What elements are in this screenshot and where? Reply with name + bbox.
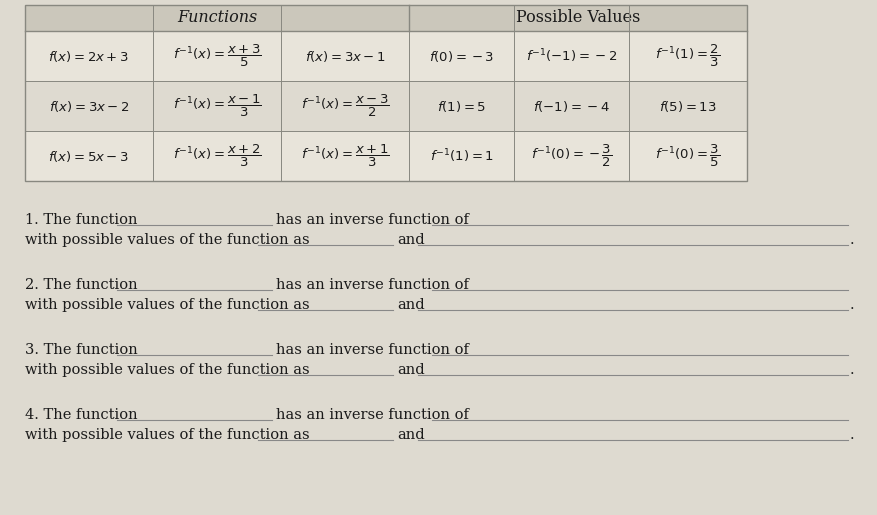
Text: $f^{-1}(-1)=-2$: $f^{-1}(-1)=-2$ [526,47,617,65]
Bar [25,131,747,181]
Text: with possible values of the function as: with possible values of the function as [25,363,310,377]
Text: with possible values of the function as: with possible values of the function as [25,298,310,312]
Text: .: . [850,428,854,442]
Text: $f^{-1}(0)=-\dfrac{3}{2}$: $f^{-1}(0)=-\dfrac{3}{2}$ [531,143,612,169]
Text: $f^{-1}(x)=\dfrac{x+3}{5}$: $f^{-1}(x)=\dfrac{x+3}{5}$ [173,43,261,69]
Text: $f(x)=5x-3$: $f(x)=5x-3$ [48,148,130,163]
Text: $f(1)=5$: $f(1)=5$ [437,98,486,113]
Text: Possible Values: Possible Values [516,9,640,26]
Text: and: and [397,298,424,312]
Text: 1. The function: 1. The function [25,213,138,227]
Bar [25,31,747,81]
Text: has an inverse function of: has an inverse function of [275,278,468,292]
Text: $f(x)=2x+3$: $f(x)=2x+3$ [48,48,130,63]
Text: 4. The function: 4. The function [25,408,138,422]
Text: $f^{-1}(x)=\dfrac{x-3}{2}$: $f^{-1}(x)=\dfrac{x-3}{2}$ [301,93,389,119]
Text: Functions: Functions [177,9,257,26]
Text: 3. The function: 3. The function [25,343,138,357]
Text: .: . [850,233,854,247]
Text: and: and [397,428,424,442]
Text: $f^{-1}(0)=\dfrac{3}{5}$: $f^{-1}(0)=\dfrac{3}{5}$ [655,143,721,169]
Bar [25,5,747,31]
Text: .: . [850,363,854,377]
Bar [25,5,747,181]
Text: $f(0)=-3$: $f(0)=-3$ [429,48,494,63]
Text: $f^{-1}(x)=\dfrac{x-1}{3}$: $f^{-1}(x)=\dfrac{x-1}{3}$ [173,93,261,119]
Text: $f^{-1}(1)=1$: $f^{-1}(1)=1$ [430,147,494,165]
Text: with possible values of the function as: with possible values of the function as [25,428,310,442]
Text: $f(x)=3x-1$: $f(x)=3x-1$ [304,48,386,63]
Text: 2. The function: 2. The function [25,278,138,292]
Text: with possible values of the function as: with possible values of the function as [25,233,310,247]
Text: has an inverse function of: has an inverse function of [275,343,468,357]
Text: and: and [397,363,424,377]
Bar [25,81,747,131]
Text: has an inverse function of: has an inverse function of [275,408,468,422]
Text: has an inverse function of: has an inverse function of [275,213,468,227]
Text: $f^{-1}(x)=\dfrac{x+1}{3}$: $f^{-1}(x)=\dfrac{x+1}{3}$ [301,143,389,169]
Text: and: and [397,233,424,247]
Text: $f^{-1}(1)=\dfrac{2}{3}$: $f^{-1}(1)=\dfrac{2}{3}$ [655,43,721,69]
Text: .: . [850,298,854,312]
Text: $f^{-1}(x)=\dfrac{x+2}{3}$: $f^{-1}(x)=\dfrac{x+2}{3}$ [173,143,261,169]
Text: $f(-1)=-4$: $f(-1)=-4$ [533,98,610,113]
Text: $f(5)=13$: $f(5)=13$ [660,98,717,113]
Text: $f(x)=3x-2$: $f(x)=3x-2$ [48,98,130,113]
